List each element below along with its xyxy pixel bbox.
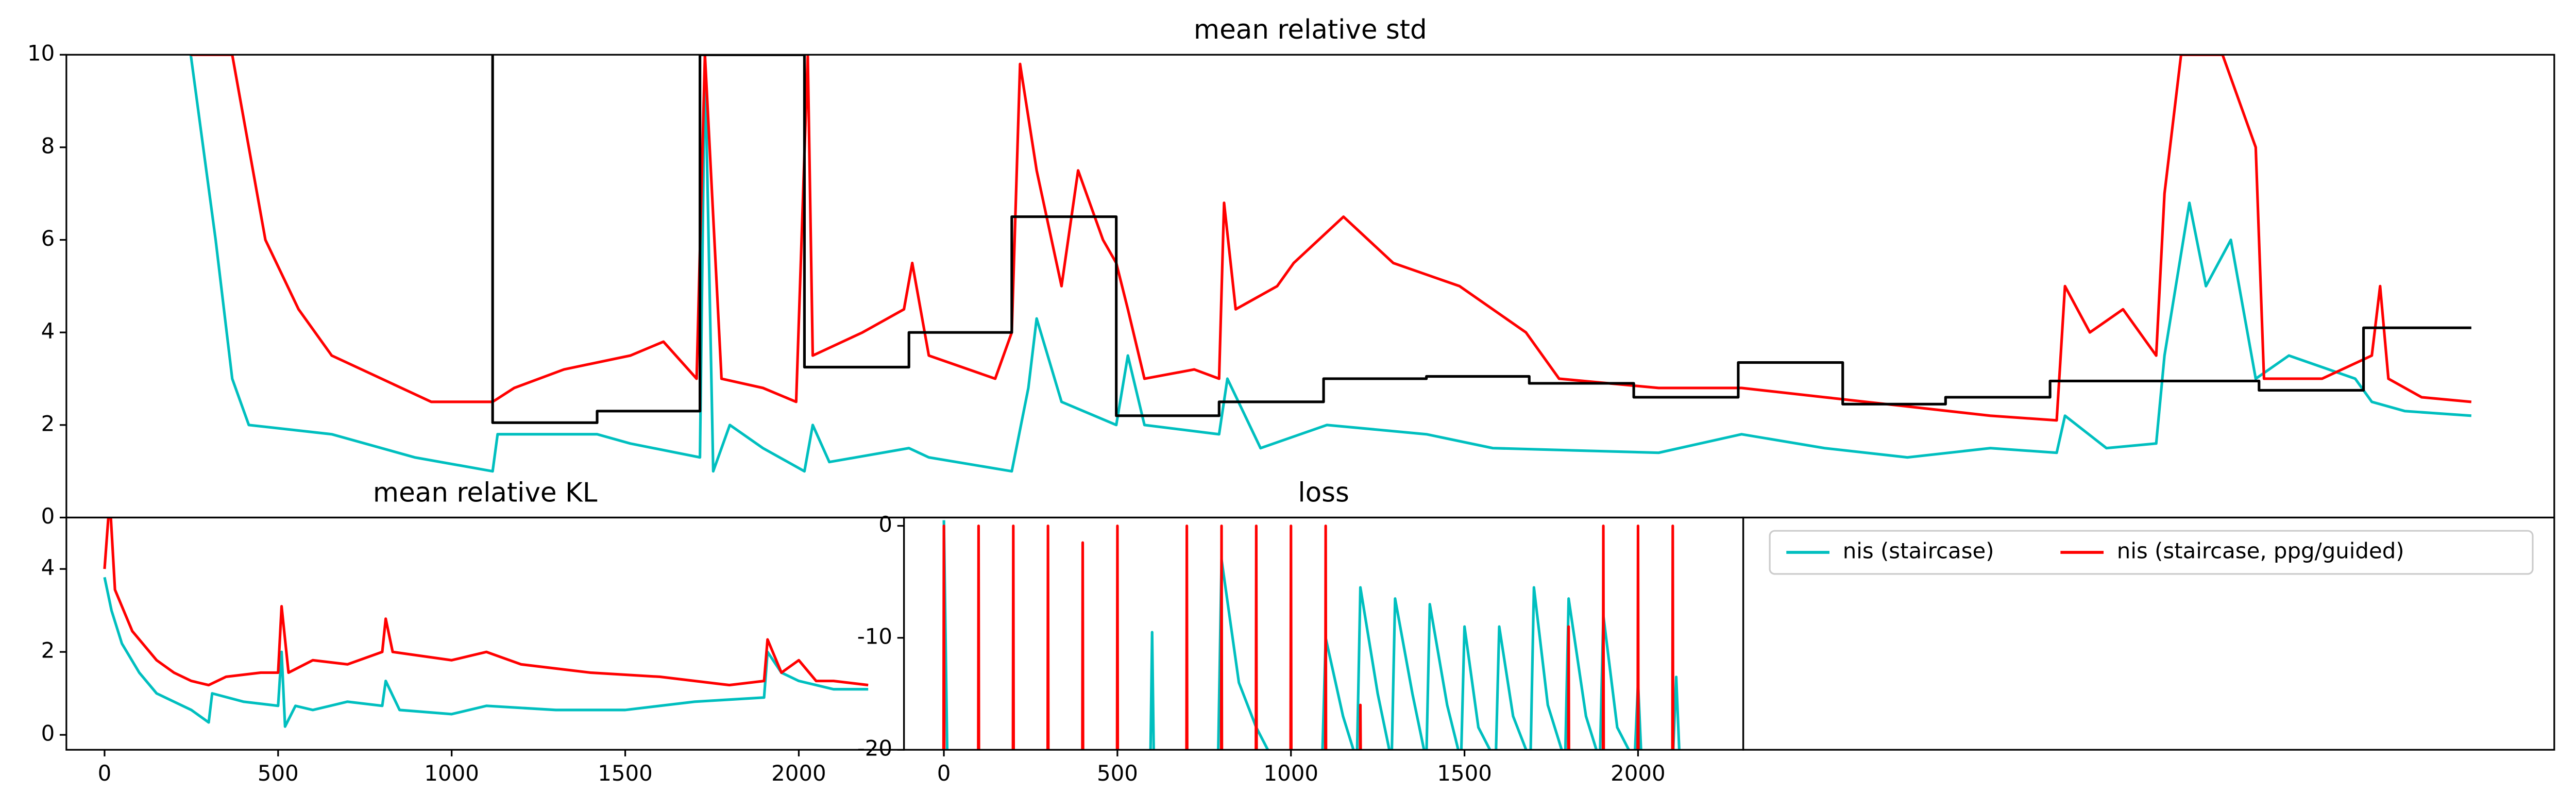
y-tick-label: 0 — [878, 512, 892, 537]
y-tick-label: -10 — [857, 623, 892, 649]
y-tick-label: 4 — [41, 555, 55, 580]
x-tick-label: 1000 — [424, 761, 479, 786]
x-tick-label: 0 — [937, 761, 951, 786]
x-tick-label: 2000 — [771, 761, 826, 786]
y-tick-label: 0 — [41, 503, 55, 529]
line-series — [191, 55, 2472, 422]
y-tick-label: -20 — [857, 736, 892, 761]
y-tick-label: 8 — [41, 133, 55, 158]
plot-area — [189, 55, 2472, 473]
plot-area — [942, 520, 1681, 750]
axes-frame — [903, 516, 1744, 751]
legend: nis (staircase) nis (staircase, ppg/guide… — [1769, 530, 2534, 575]
y-tick-label: 6 — [41, 226, 55, 251]
line-series — [103, 517, 869, 687]
plot-area — [103, 517, 869, 728]
x-tick-label: 500 — [258, 761, 299, 786]
x-tick-label: 2000 — [1611, 761, 1666, 786]
line-series — [103, 577, 869, 728]
y-tick-label: 2 — [41, 638, 55, 663]
chart-title: mean relative std — [1194, 14, 1427, 45]
y-tick-label: 10 — [27, 41, 55, 66]
y-tick-label: 0 — [41, 721, 55, 746]
x-tick-label: 1500 — [598, 761, 653, 786]
y-tick-label: 2 — [41, 411, 55, 436]
chart-title: mean relative KL — [373, 477, 598, 508]
line-series — [491, 55, 2471, 424]
legend-box — [1769, 530, 2534, 575]
y-tick-label: 4 — [41, 318, 55, 344]
line-series — [189, 55, 2472, 473]
x-tick-label: 500 — [1097, 761, 1138, 786]
x-tick-label: 1000 — [1263, 761, 1318, 786]
x-tick-label: 1500 — [1437, 761, 1492, 786]
line-series — [942, 524, 1675, 750]
chart-title: loss — [1298, 477, 1349, 508]
x-tick-label: 0 — [98, 761, 112, 786]
legend-label: nis (staircase) — [1843, 538, 1994, 564]
legend-label: nis (staircase, ppg/guided) — [2117, 538, 2404, 564]
